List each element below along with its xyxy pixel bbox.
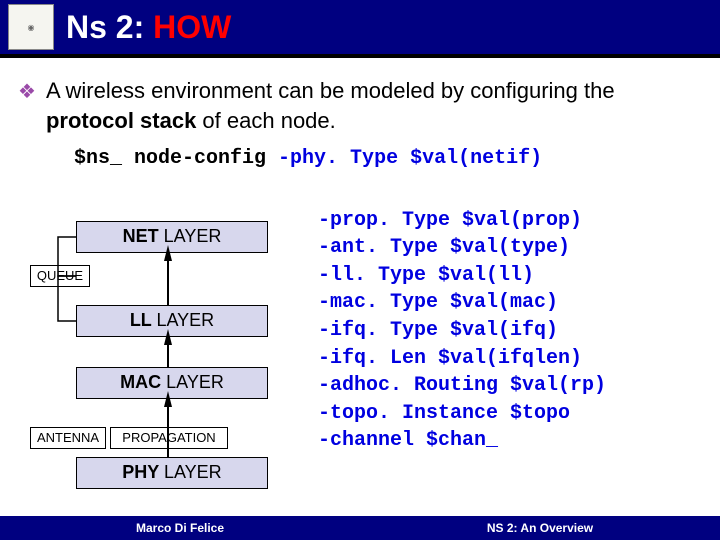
net-layer-box: NET LAYER [76, 221, 268, 253]
config-option: -ifq. Len $val(ifqlen) [318, 347, 582, 370]
bullet-text: A wireless environment can be modeled by… [46, 76, 702, 135]
config-option: -mac. Type $val(mac) [318, 291, 558, 314]
config-options-block: -prop. Type $val(prop) -ant. Type $val(t… [318, 179, 606, 455]
bullet-point: ❖ A wireless environment can be modeled … [18, 76, 702, 135]
slide-title: Ns 2: HOW [66, 9, 231, 46]
ll-layer-box: LL LAYER [76, 305, 268, 337]
config-option: -ll. Type $val(ll) [318, 264, 534, 287]
protocol-stack-diagram: NET LAYER LL LAYER MAC LAYER PHY LAYER Q… [18, 179, 298, 499]
config-option: -ant. Type $val(type) [318, 236, 570, 259]
phy-layer-box: PHY LAYER [76, 457, 268, 489]
config-option: -prop. Type $val(prop) [318, 209, 582, 232]
config-option: -channel $chan_ [318, 429, 498, 452]
slide-footer: Marco Di Felice NS 2: An Overview [0, 516, 720, 540]
config-option: -adhoc. Routing $val(rp) [318, 374, 606, 397]
title-prefix: Ns 2: [66, 9, 153, 45]
footer-author: Marco Di Felice [0, 521, 360, 535]
diamond-bullet-icon: ❖ [18, 79, 36, 106]
slide-body: ❖ A wireless environment can be modeled … [0, 58, 720, 499]
propagation-box: PROPAGATION [110, 427, 228, 449]
config-option: -phy. Type $val(netif) [278, 147, 542, 170]
antenna-box: ANTENNA [30, 427, 106, 449]
title-emph: HOW [153, 9, 231, 45]
university-seal-icon: ◉ [8, 4, 54, 50]
config-area: NET LAYER LL LAYER MAC LAYER PHY LAYER Q… [18, 179, 702, 499]
queue-box: QUEUE [30, 265, 90, 287]
config-option: -ifq. Type $val(ifq) [318, 319, 558, 342]
slide-header: ◉ Ns 2: HOW [0, 0, 720, 58]
footer-subtitle: NS 2: An Overview [360, 521, 720, 535]
mac-layer-box: MAC LAYER [76, 367, 268, 399]
config-command-line: $ns_ node-config -phy. Type $val(netif) [74, 145, 702, 173]
config-option: -topo. Instance $topo [318, 402, 570, 425]
